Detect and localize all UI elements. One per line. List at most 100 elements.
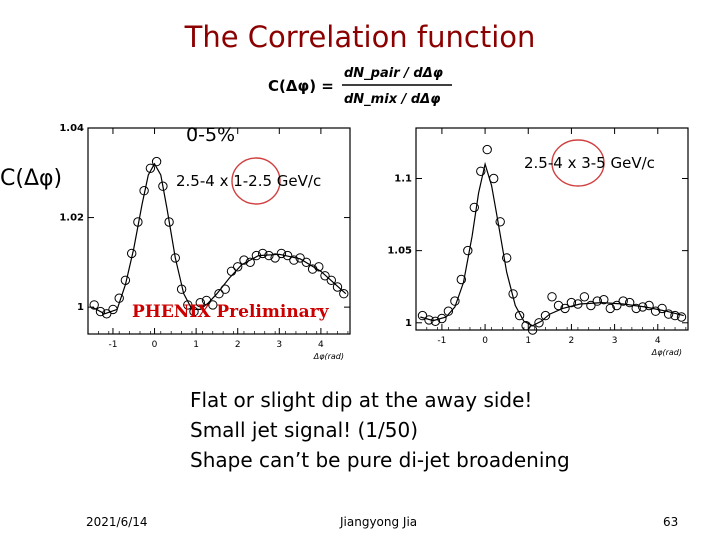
plot-frame — [415, 127, 689, 331]
x-axis-label: Δφ(rad) — [313, 352, 344, 360]
x-tick-label: 1 — [193, 340, 199, 350]
x-axis-label: Δφ(rad) — [651, 348, 682, 357]
x-tick-label: 0 — [482, 336, 488, 346]
x-tick-label: 1 — [525, 336, 531, 346]
data-point — [214, 289, 224, 299]
data-point — [573, 299, 583, 309]
x-tick-label: 2 — [235, 340, 241, 350]
y-tick-label: 1 — [77, 302, 84, 313]
data-point — [133, 217, 143, 227]
data-point — [251, 250, 262, 261]
data-point — [201, 295, 212, 306]
data-point — [326, 275, 336, 286]
phenix-preliminary: PHENIX Preliminary — [132, 302, 329, 322]
data-point — [258, 248, 268, 259]
y-tick-label: 1.1 — [394, 174, 412, 185]
plot-right: -1 0 1 2 3 4 1 1.05 1.1 Δφ(rad) — [387, 127, 689, 357]
data-point — [514, 310, 525, 321]
footer-author: Jiangyong Jia — [340, 515, 418, 529]
data-point — [139, 186, 149, 196]
data-point — [670, 310, 680, 321]
footer-date: 2021/6/14 — [86, 515, 148, 529]
fit-curve — [91, 162, 347, 315]
note-line-3: Shape can’t be pure di-jet broadening — [190, 448, 570, 472]
y-tick-label: 1.05 — [387, 246, 412, 257]
fit-curve — [420, 161, 684, 327]
data-point — [508, 289, 518, 299]
centrality-label: 0-5% — [186, 124, 236, 146]
data-point — [430, 316, 441, 327]
data-point — [320, 271, 330, 281]
data-point — [676, 312, 687, 322]
data-point — [295, 253, 305, 263]
data-point — [657, 303, 667, 314]
data-point — [145, 163, 156, 173]
data-point — [114, 293, 124, 303]
data-point — [482, 144, 492, 155]
x-tick-label: 3 — [612, 336, 618, 346]
data-point — [239, 255, 249, 265]
data-point — [339, 289, 349, 299]
data-point — [476, 166, 486, 176]
data-point — [332, 282, 343, 292]
data-point — [208, 300, 218, 310]
data-point — [195, 298, 206, 308]
x-tick-label: 2 — [569, 336, 575, 346]
y-tick-label: 1.04 — [59, 123, 84, 134]
x-tick-label: 4 — [655, 336, 661, 346]
data-point — [489, 173, 499, 184]
slide-title: The Correlation function — [184, 20, 536, 54]
y-tick-label: 1 — [405, 318, 412, 329]
data-point — [663, 309, 674, 319]
right-plot-label: 2.5-4 x 3-5 GeV/c — [524, 154, 655, 172]
data-point — [586, 300, 596, 311]
data-point — [527, 325, 538, 335]
data-point — [625, 297, 635, 308]
x-tick-label: -1 — [437, 336, 446, 346]
data-point — [424, 315, 434, 325]
highlight-circle — [231, 157, 281, 205]
data-point — [301, 257, 311, 268]
data-point — [599, 295, 609, 305]
data-point — [120, 275, 131, 286]
data-point — [553, 300, 564, 311]
data-point — [245, 257, 255, 268]
data-point — [307, 264, 318, 274]
left-plot-label: 2.5-4 x 1-2.5 GeV/c — [176, 172, 322, 190]
data-point — [650, 306, 661, 316]
data-point — [534, 318, 544, 328]
formula-denominator: dN_mix / dΔφ — [344, 92, 440, 107]
data-point — [495, 217, 505, 227]
data-point — [631, 303, 641, 314]
data-point — [101, 309, 112, 319]
formula-lhs: C(Δφ) = — [268, 77, 334, 95]
plot-frame — [87, 127, 351, 335]
plot-left: -1 0 1 2 3 4 1 1.02 1.04 Δφ(rad) — [59, 123, 351, 360]
data-point — [189, 306, 199, 317]
data-point — [417, 310, 428, 321]
data-point — [456, 274, 467, 285]
data-point — [264, 250, 274, 261]
x-tick-label: 3 — [276, 340, 282, 350]
data-point — [638, 302, 648, 312]
highlight-circle — [551, 139, 605, 187]
data-point — [95, 306, 106, 317]
data-point — [170, 253, 181, 263]
data-point — [579, 292, 590, 302]
data-point — [592, 296, 603, 306]
data-point — [89, 300, 99, 310]
data-point — [521, 321, 531, 331]
data-point — [314, 262, 324, 272]
data-point — [469, 202, 480, 213]
data-point — [226, 266, 237, 277]
data-point — [437, 313, 447, 324]
note-line-2: Small jet signal! (1/50) — [190, 418, 419, 442]
data-point — [151, 156, 162, 167]
x-tick-label: -1 — [108, 340, 117, 350]
note-line-1: Flat or slight dip at the away side! — [190, 388, 533, 412]
data-point — [183, 300, 193, 310]
data-point — [276, 248, 287, 259]
data-point — [502, 253, 512, 263]
y-tick-label: 1.02 — [59, 213, 84, 224]
data-point — [443, 306, 454, 316]
